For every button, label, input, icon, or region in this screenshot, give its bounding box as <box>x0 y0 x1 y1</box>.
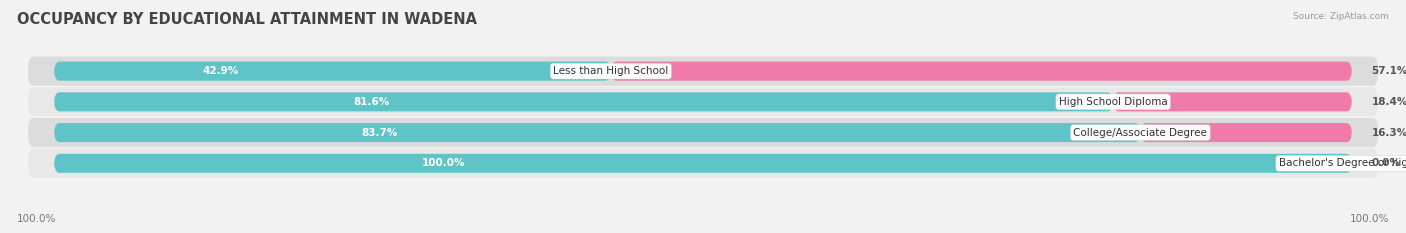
FancyBboxPatch shape <box>53 62 610 81</box>
Text: Source: ZipAtlas.com: Source: ZipAtlas.com <box>1294 12 1389 21</box>
FancyBboxPatch shape <box>53 123 1140 142</box>
Text: 83.7%: 83.7% <box>361 128 398 137</box>
FancyBboxPatch shape <box>28 118 1378 147</box>
Text: College/Associate Degree: College/Associate Degree <box>1073 128 1208 137</box>
FancyBboxPatch shape <box>53 92 1114 111</box>
Text: 57.1%: 57.1% <box>1371 66 1406 76</box>
Legend: Owner-occupied, Renter-occupied: Owner-occupied, Renter-occupied <box>591 231 815 233</box>
Text: High School Diploma: High School Diploma <box>1059 97 1167 107</box>
Text: Less than High School: Less than High School <box>553 66 668 76</box>
Text: OCCUPANCY BY EDUCATIONAL ATTAINMENT IN WADENA: OCCUPANCY BY EDUCATIONAL ATTAINMENT IN W… <box>17 12 477 27</box>
FancyBboxPatch shape <box>28 149 1378 178</box>
Text: 100.0%: 100.0% <box>17 214 56 224</box>
Text: 42.9%: 42.9% <box>202 66 239 76</box>
Text: 100.0%: 100.0% <box>1350 214 1389 224</box>
FancyBboxPatch shape <box>28 87 1378 116</box>
Text: 81.6%: 81.6% <box>354 97 389 107</box>
FancyBboxPatch shape <box>1140 123 1353 142</box>
Text: Bachelor's Degree or higher: Bachelor's Degree or higher <box>1278 158 1406 168</box>
Text: 0.0%: 0.0% <box>1371 158 1400 168</box>
Text: 100.0%: 100.0% <box>422 158 465 168</box>
Text: 18.4%: 18.4% <box>1371 97 1406 107</box>
FancyBboxPatch shape <box>610 62 1353 81</box>
FancyBboxPatch shape <box>53 154 1353 173</box>
FancyBboxPatch shape <box>1114 92 1353 111</box>
Text: 16.3%: 16.3% <box>1371 128 1406 137</box>
FancyBboxPatch shape <box>28 57 1378 86</box>
